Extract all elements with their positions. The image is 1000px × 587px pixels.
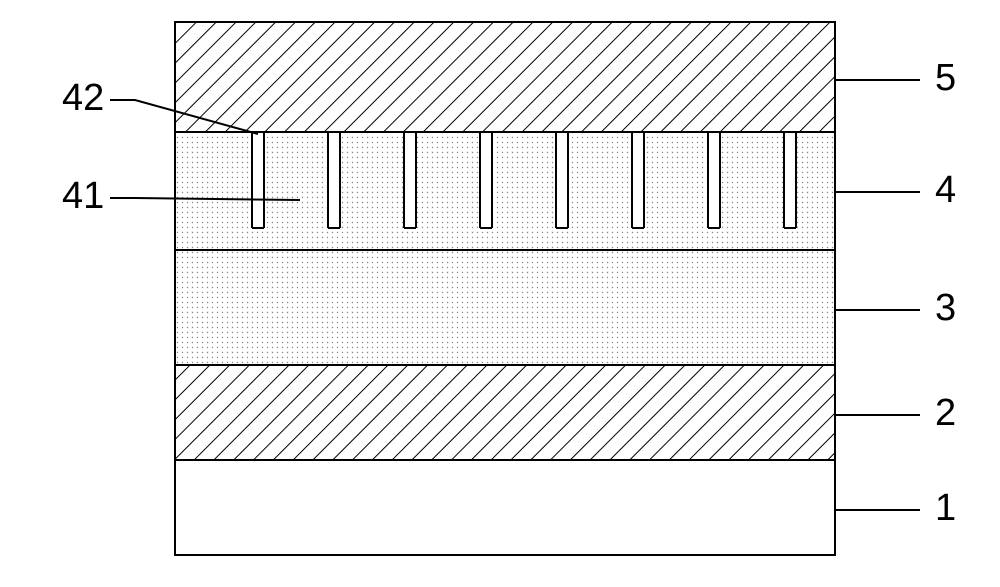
callout-label-42: 42 — [62, 77, 104, 119]
label-3: 3 — [935, 287, 956, 329]
layer-3 — [175, 250, 835, 365]
label-1: 1 — [935, 487, 956, 529]
label-5: 5 — [935, 57, 956, 99]
slot-3 — [404, 132, 416, 228]
label-4: 4 — [935, 169, 956, 211]
layer-5 — [175, 22, 835, 132]
cross-section-diagram: 5 4 3 2 1 42 41 — [0, 0, 1000, 587]
layer-1 — [175, 460, 835, 555]
layer-2 — [175, 365, 835, 460]
slot-4 — [480, 132, 492, 228]
layer-4 — [175, 132, 835, 250]
slot-1 — [252, 132, 264, 228]
label-2: 2 — [935, 392, 956, 434]
slot-2 — [328, 132, 340, 228]
slot-7 — [708, 132, 720, 228]
slot-8 — [784, 132, 796, 228]
slot-5 — [556, 132, 568, 228]
slot-6 — [632, 132, 644, 228]
callout-label-41: 41 — [62, 175, 104, 217]
